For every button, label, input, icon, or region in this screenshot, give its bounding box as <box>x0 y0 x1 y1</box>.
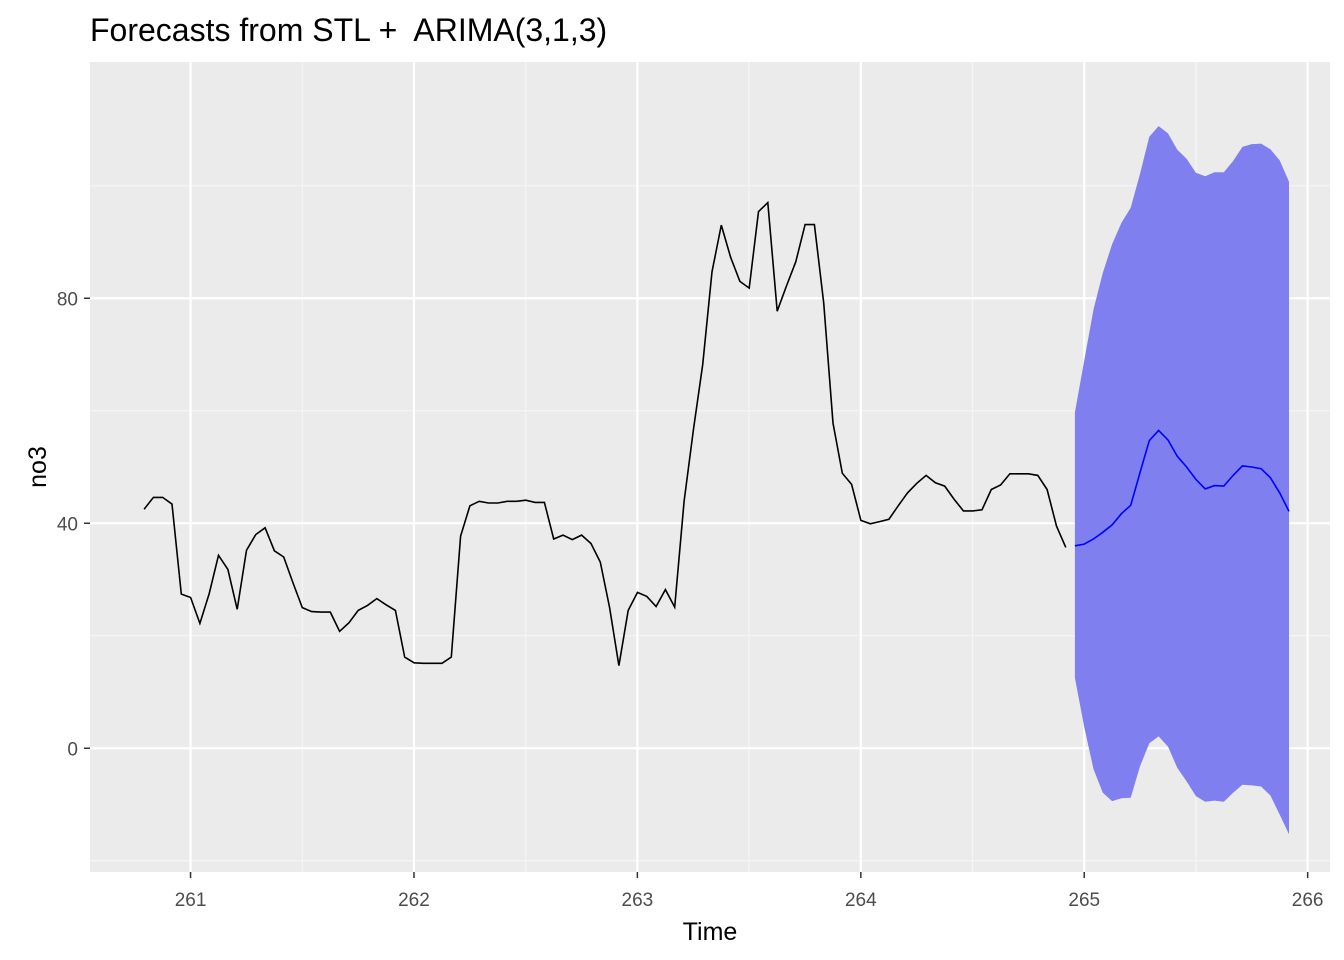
x-axis-ticks: 261 262 263 264 265 266 <box>175 872 1324 911</box>
chart-title: Forecasts from STL + ARIMA(3,1,3) <box>90 12 608 48</box>
x-axis-title: Time <box>683 918 738 946</box>
x-tick-label: 264 <box>845 890 877 911</box>
y-tick-label: 0 <box>67 739 78 760</box>
prediction-interval-band <box>1074 126 1289 835</box>
x-tick-label: 261 <box>175 890 207 911</box>
y-tick-label: 40 <box>57 514 78 535</box>
y-tick-label: 80 <box>57 289 78 310</box>
x-tick-label: 265 <box>1068 890 1100 911</box>
y-axis-ticks: 0 40 80 <box>57 289 90 760</box>
x-tick-label: 262 <box>398 890 430 911</box>
x-tick-label: 266 <box>1292 890 1324 911</box>
y-axis-title: no3 <box>24 446 52 488</box>
observed-series-line <box>143 200 1067 666</box>
x-tick-label: 263 <box>622 890 654 911</box>
forecast-mean-line <box>1074 429 1290 547</box>
